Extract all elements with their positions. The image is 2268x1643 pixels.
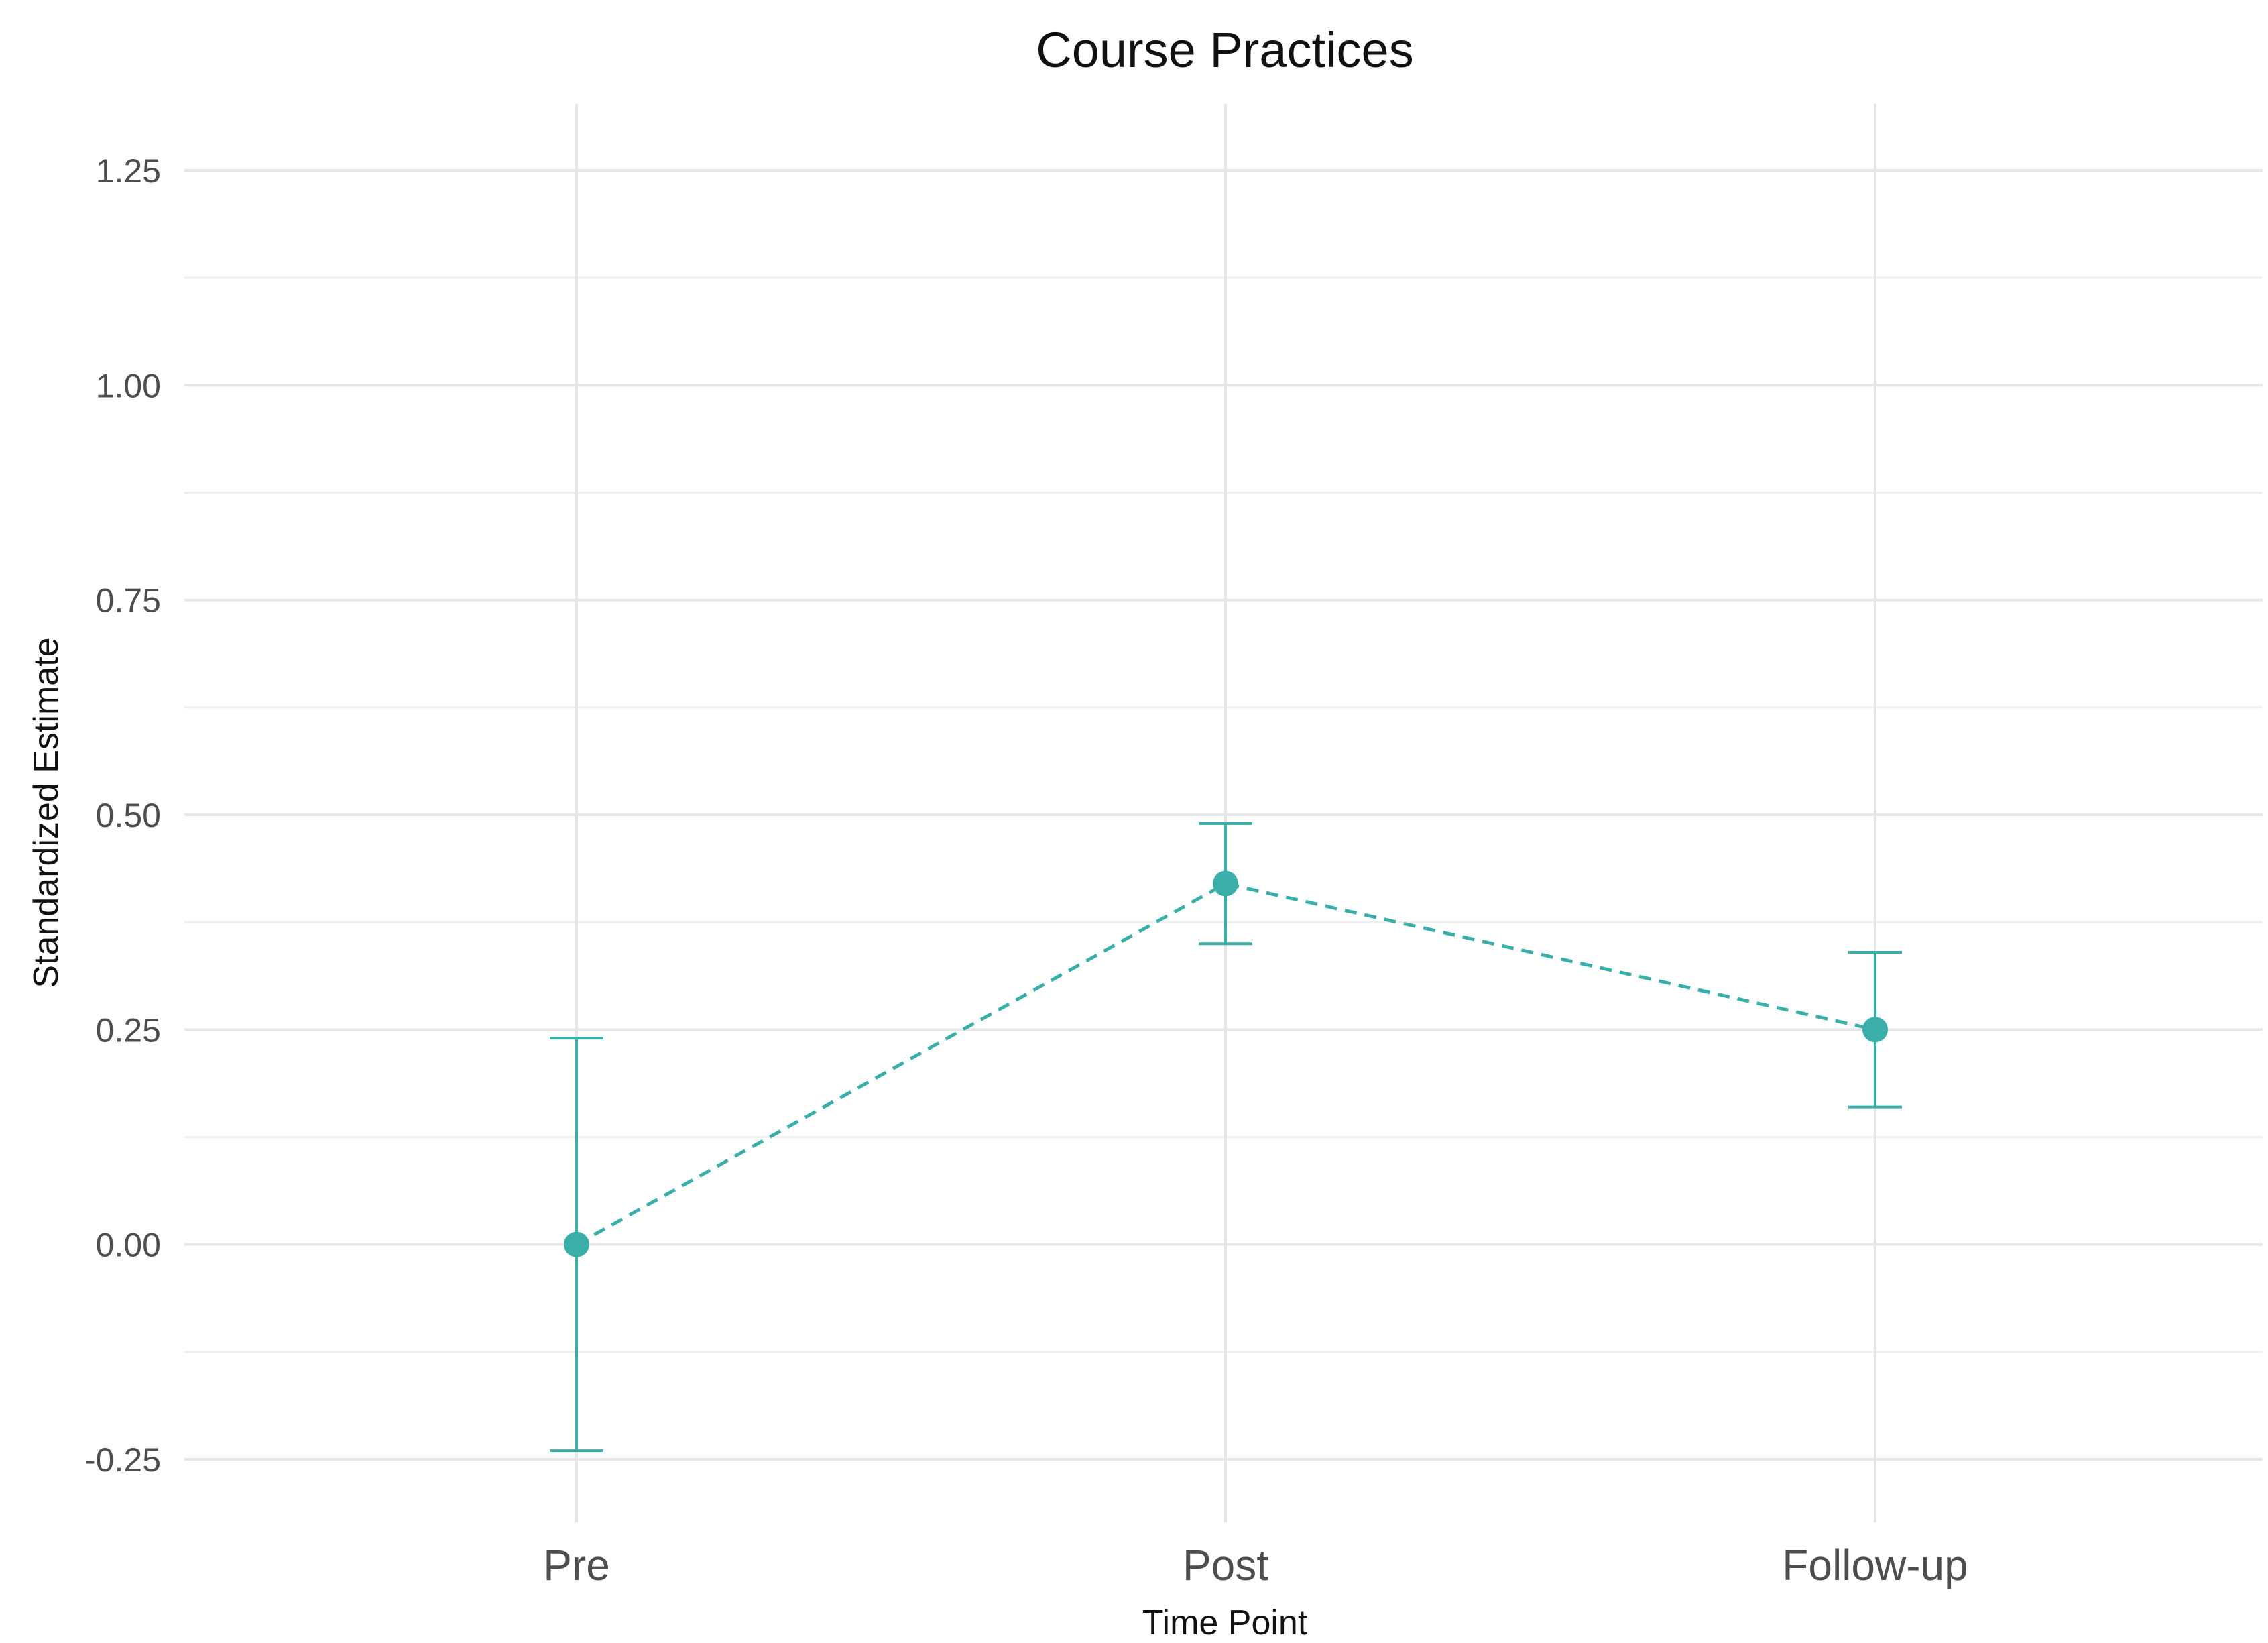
x-tick-label: Follow-up [1782, 1541, 1968, 1589]
x-axis-ticks: Pre Post Follow-up [543, 1541, 1968, 1589]
y-tick-label: -0.25 [84, 1441, 161, 1479]
data-point [1862, 1017, 1888, 1043]
y-tick-label: 0.50 [96, 797, 161, 834]
chart-title: Course Practices [1036, 22, 1413, 78]
data-point [564, 1231, 589, 1257]
x-tick-label: Pre [543, 1541, 610, 1589]
y-tick-label: 0.00 [96, 1227, 161, 1264]
y-tick-label: 1.25 [96, 152, 161, 190]
x-tick-label: Post [1183, 1541, 1268, 1589]
grid [184, 104, 2263, 1522]
data-point [1213, 870, 1238, 897]
y-axis-label: Standardized Estimate [27, 637, 66, 988]
series-layer [550, 822, 1902, 1453]
x-axis-label: Time Point [1142, 1603, 1308, 1642]
y-tick-label: 0.25 [96, 1011, 161, 1049]
y-tick-label: 1.00 [96, 367, 161, 404]
series-line [575, 881, 1876, 1246]
y-tick-label: 0.75 [96, 582, 161, 620]
y-axis-ticks: -0.25 0.00 0.25 0.50 0.75 1.00 1.25 [84, 152, 161, 1479]
